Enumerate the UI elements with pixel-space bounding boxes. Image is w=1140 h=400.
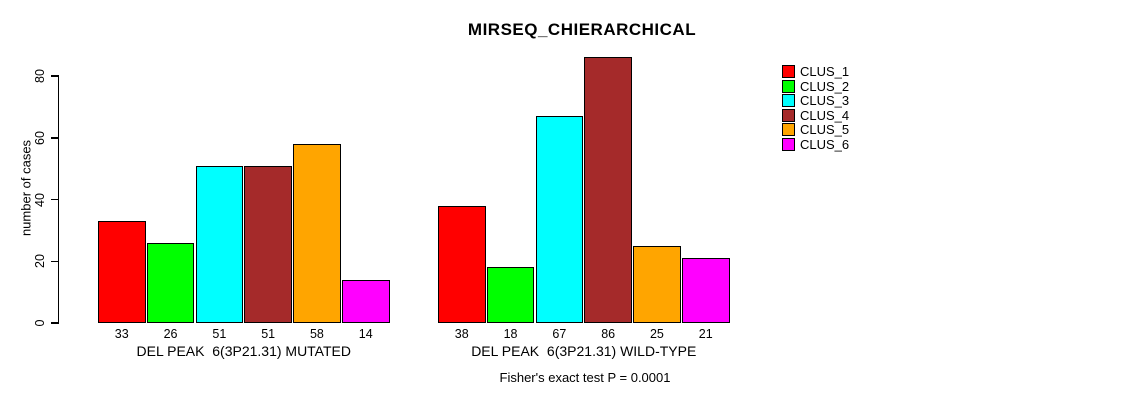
bar-clus_2-group2 (486, 267, 535, 323)
bar-clus_5-group2 (633, 245, 681, 323)
legend-swatch-clus_6 (782, 137, 795, 151)
bar-value-label: 86 (601, 327, 616, 341)
y-axis-tick (50, 137, 58, 139)
legend-label-clus_3: CLUS_3 (800, 93, 850, 109)
y-axis-tick-label: 40 (33, 192, 47, 207)
bar-clus_1-group1 (98, 221, 146, 323)
y-axis-tick (50, 260, 58, 262)
bar-value-label: 58 (309, 327, 324, 341)
bar-clus_6-group1 (342, 279, 390, 323)
legend-label-clus_4: CLUS_4 (800, 107, 850, 123)
bar-value-label: 21 (698, 327, 713, 341)
y-axis-tick-label: 60 (33, 130, 47, 145)
y-axis-line (57, 75, 59, 324)
bar-value-label: 33 (114, 327, 129, 341)
legend-swatch-clus_1 (782, 65, 795, 78)
y-axis-tick-label: 20 (33, 254, 47, 269)
x-axis-group-label: DEL PEAK 6(3P21.31) WILD-TYPE (471, 343, 697, 359)
y-axis-tick (50, 322, 58, 324)
chart-title: MIRSEQ_CHIERARCHICAL (467, 20, 697, 39)
bar-clus_3-group1 (195, 165, 244, 323)
legend-label-clus_1: CLUS_1 (800, 64, 850, 79)
bar-value-label: 38 (454, 327, 469, 341)
y-axis-tick-label: 0 (33, 319, 47, 327)
legend-swatch-clus_4 (782, 108, 795, 122)
x-axis-group-label: DEL PEAK 6(3P21.31) MUTATED (136, 343, 351, 359)
bar-value-label: 18 (503, 327, 518, 341)
bar-value-label: 51 (261, 327, 276, 341)
bar-value-label: 25 (649, 327, 664, 341)
y-axis-tick-label: 80 (33, 69, 47, 83)
bar-clus_4-group1 (244, 165, 292, 323)
y-axis-tick (50, 198, 58, 201)
bar-value-label: 67 (552, 327, 567, 341)
footnote-text: Fisher's exact test P = 0.0001 (499, 370, 671, 385)
bar-value-label: 14 (358, 327, 373, 341)
bar-clus_4-group2 (584, 57, 632, 323)
legend-label-clus_6: CLUS_6 (800, 136, 850, 152)
legend-swatch-clus_5 (782, 123, 795, 137)
legend-label-clus_2: CLUS_2 (800, 78, 850, 94)
legend-label-clus_5: CLUS_5 (800, 122, 850, 138)
bar-clus_2-group1 (146, 242, 195, 323)
bar-clus_3-group2 (535, 116, 584, 323)
bar-clus_6-group2 (682, 258, 730, 323)
legend-swatch-clus_2 (782, 79, 795, 93)
legend-swatch-clus_3 (782, 94, 795, 108)
bar-clus_1-group2 (438, 205, 486, 323)
bar-value-label: 51 (212, 327, 227, 341)
bar-clus_5-group1 (293, 143, 341, 323)
bar-value-label: 26 (163, 327, 178, 341)
y-axis-tick (50, 75, 58, 77)
y-axis-label: number of cases (18, 139, 34, 237)
